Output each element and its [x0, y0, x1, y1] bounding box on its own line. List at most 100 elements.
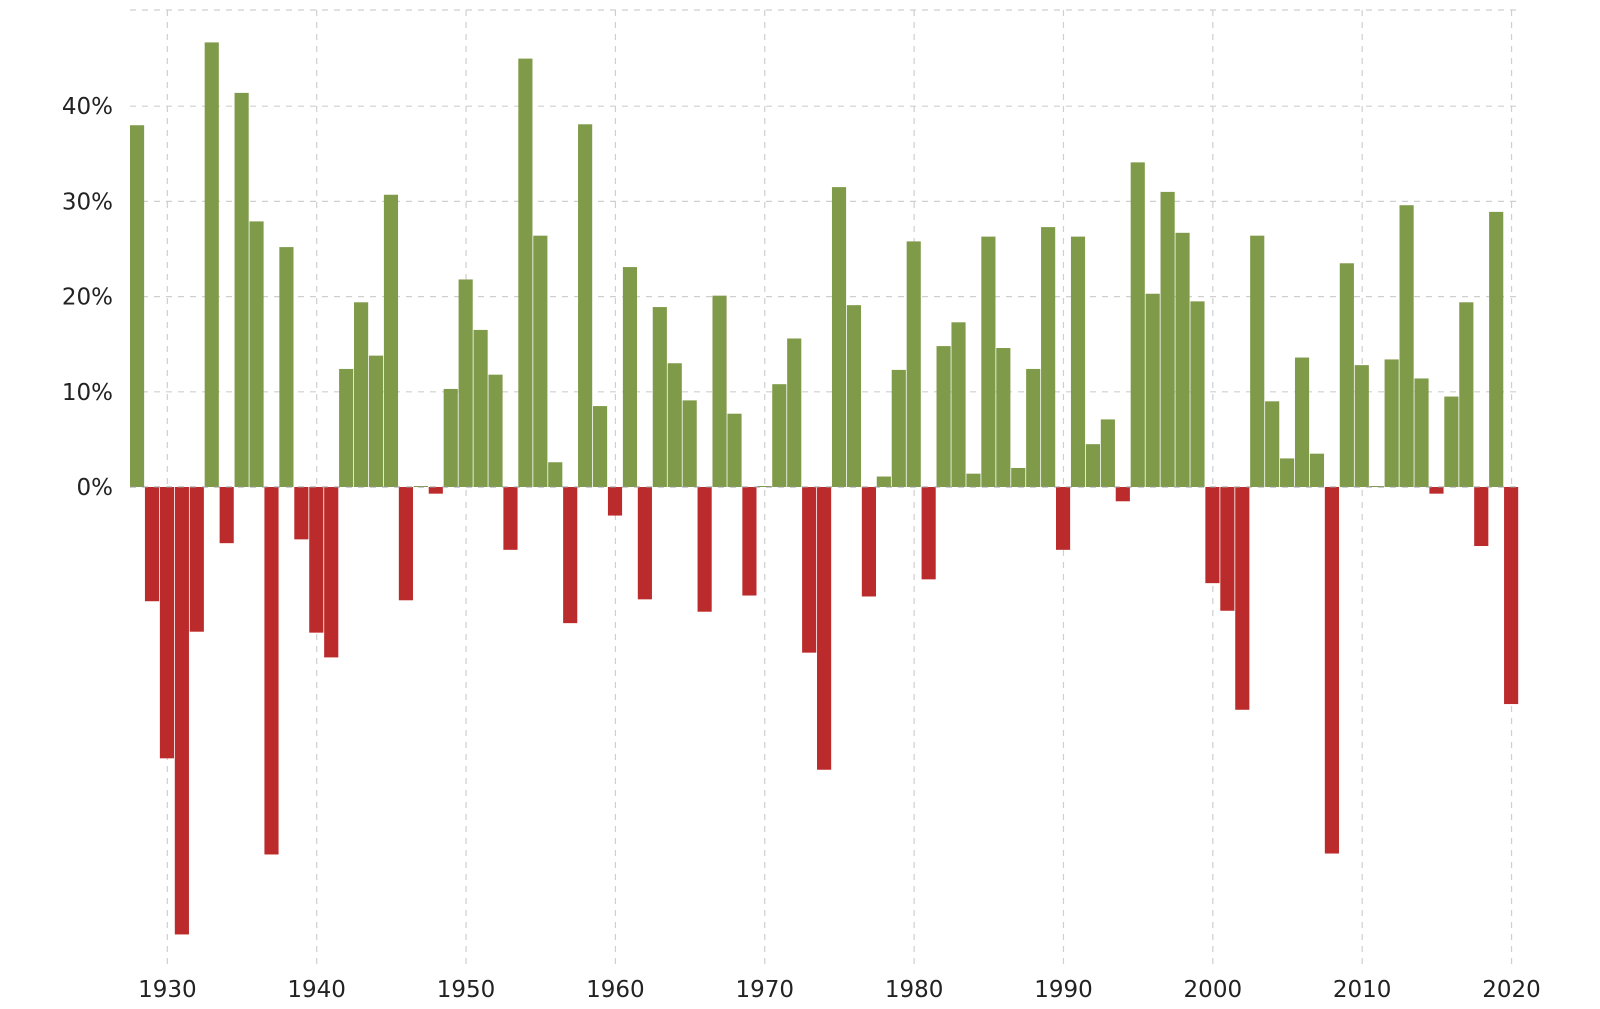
bar-1986 [996, 348, 1011, 487]
x-tick-label: 1950 [437, 977, 496, 1003]
bar-1974 [817, 487, 832, 770]
bar-1930 [159, 487, 175, 759]
bar-2006 [1294, 357, 1310, 487]
bar-1958 [578, 124, 593, 487]
x-tick-label: 1930 [138, 977, 197, 1003]
bar-1939 [294, 487, 309, 540]
bar-2011 [1369, 486, 1384, 487]
bar-1952 [488, 374, 503, 487]
bar-1990 [1056, 487, 1071, 550]
bar-2016 [1444, 396, 1459, 487]
bar-1950 [458, 279, 473, 487]
bar-1998 [1175, 232, 1190, 487]
bar-1977 [861, 487, 876, 597]
bar-1984 [966, 473, 981, 487]
y-axis-tick-labels: 0% 10% 20% 30% 40% [62, 94, 113, 501]
bar-2009 [1339, 263, 1354, 487]
bar-2015 [1429, 487, 1444, 494]
y-tick-label: 20% [62, 285, 113, 311]
bar-1989 [1041, 227, 1056, 487]
bar-2000 [1205, 487, 1220, 584]
bar-1935 [234, 92, 249, 488]
bar-2017 [1459, 302, 1474, 487]
x-tick-label: 2010 [1333, 977, 1392, 1003]
bar-2004 [1265, 401, 1280, 487]
y-tick-label: 0% [77, 475, 114, 501]
bar-1955 [533, 235, 548, 487]
bar-1936 [249, 221, 264, 487]
bar-2018 [1474, 487, 1489, 547]
bar-1988 [1026, 368, 1041, 487]
bar-1940 [309, 487, 324, 633]
bars [130, 42, 1519, 935]
bar-1933 [204, 42, 219, 488]
bar-1943 [354, 302, 369, 487]
bar-2010 [1354, 365, 1369, 487]
bar-1996 [1145, 293, 1160, 487]
bar-1999 [1190, 301, 1205, 487]
x-tick-label: 1940 [287, 977, 346, 1003]
bar-1944 [368, 355, 384, 487]
bar-1931 [174, 487, 189, 935]
bar-1957 [563, 487, 578, 624]
bar-2019 [1489, 211, 1504, 487]
y-tick-label: 40% [62, 94, 113, 120]
x-tick-label: 2000 [1184, 977, 1243, 1003]
bar-1966 [697, 487, 712, 612]
bar-1954 [518, 58, 533, 487]
bar-1968 [727, 413, 742, 487]
bar-1972 [787, 338, 802, 487]
bar-2013 [1399, 205, 1414, 487]
bar-1997 [1160, 191, 1175, 487]
bar-1963 [652, 307, 667, 487]
bar-1949 [443, 388, 458, 487]
bar-2002 [1235, 487, 1250, 710]
bar-1946 [398, 487, 413, 601]
bar-1976 [846, 305, 862, 487]
bar-2003 [1250, 235, 1265, 487]
bar-1956 [548, 462, 563, 487]
bar-2001 [1220, 487, 1235, 611]
bar-2008 [1324, 487, 1339, 854]
bar-1970 [757, 486, 772, 487]
bar-1961 [622, 267, 638, 487]
bar-1992 [1085, 444, 1101, 487]
bar-1937 [264, 487, 279, 855]
bar-1960 [607, 487, 623, 516]
bar-1965 [682, 400, 697, 487]
x-tick-label: 1970 [735, 977, 794, 1003]
bar-1945 [383, 194, 399, 488]
bar-1987 [1011, 467, 1026, 487]
bar-1959 [593, 406, 608, 487]
x-tick-label: 1990 [1034, 977, 1093, 1003]
x-tick-label: 1960 [586, 977, 645, 1003]
bar-1962 [637, 487, 652, 600]
bar-2005 [1280, 458, 1295, 487]
bar-1964 [667, 363, 682, 487]
bar-1967 [712, 295, 727, 487]
y-tick-label: 10% [62, 380, 113, 406]
bar-2007 [1309, 453, 1325, 487]
bar-1994 [1115, 487, 1130, 502]
bar-1991 [1070, 236, 1086, 487]
bar-1951 [473, 329, 488, 487]
bar-1942 [339, 368, 354, 487]
x-axis-tick-labels: 1930 1940 1950 1960 1970 1980 1990 2000 2010 2020 [138, 977, 1541, 1003]
bar-1979 [891, 369, 906, 487]
x-tick-label: 1980 [885, 977, 944, 1003]
bar-1983 [951, 322, 966, 487]
bar-1975 [831, 187, 847, 487]
gridlines [130, 9, 1519, 965]
bar-1985 [981, 236, 996, 487]
bar-2020 [1504, 487, 1519, 705]
x-tick-label: 2020 [1482, 977, 1541, 1003]
y-tick-label: 30% [62, 189, 113, 215]
bar-2014 [1414, 378, 1429, 487]
bar-1993 [1100, 419, 1115, 487]
bar-1929 [144, 487, 160, 602]
bar-2012 [1384, 359, 1399, 487]
bar-1971 [772, 384, 787, 487]
bar-1969 [742, 487, 757, 596]
bar-1941 [324, 487, 339, 658]
